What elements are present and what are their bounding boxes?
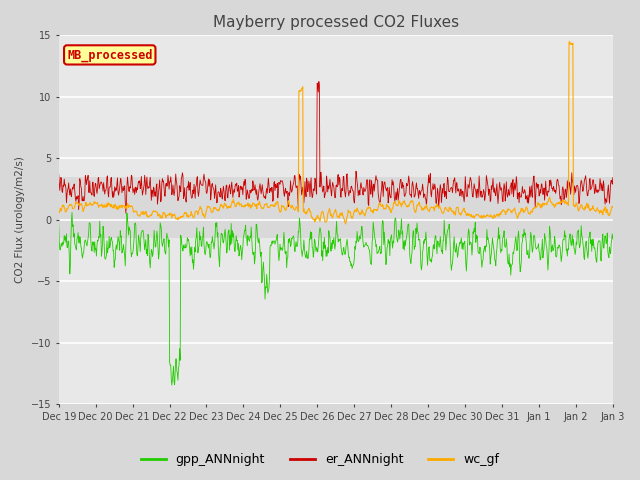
Bar xyxy=(59,177,613,238)
Text: MB_processed: MB_processed xyxy=(67,48,152,61)
Legend: gpp_ANNnight, er_ANNnight, wc_gf: gpp_ANNnight, er_ANNnight, wc_gf xyxy=(136,448,504,471)
Title: Mayberry processed CO2 Fluxes: Mayberry processed CO2 Fluxes xyxy=(212,15,459,30)
Y-axis label: CO2 Flux (urology/m2/s): CO2 Flux (urology/m2/s) xyxy=(15,156,25,283)
